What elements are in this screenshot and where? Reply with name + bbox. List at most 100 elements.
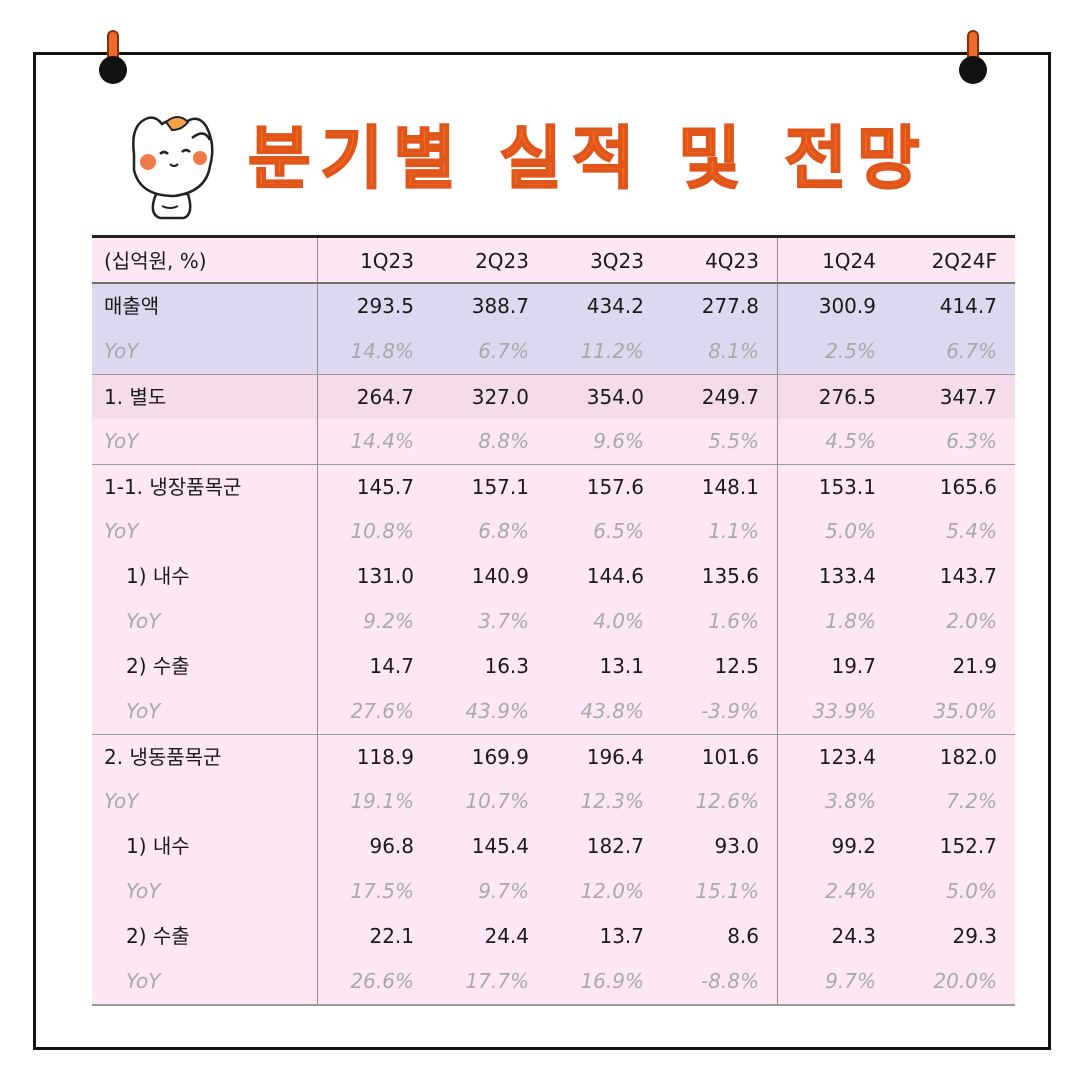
- value-cell: 277.8: [662, 284, 777, 329]
- yoy-value-cell: 35.0%: [933, 699, 997, 723]
- yoy-value-cell: 43.9%: [465, 699, 529, 723]
- row-label: 2. 냉동품목군: [92, 734, 317, 779]
- value-cell: 22.1: [317, 914, 432, 959]
- column-header: 3Q23: [547, 238, 662, 284]
- pushpin-icon: [98, 30, 128, 86]
- yoy-value-cell: 9.2%: [317, 599, 432, 644]
- value-cell: 414.7: [894, 284, 1015, 329]
- yoy-value-cell: 6.7%: [432, 329, 547, 374]
- yoy-value-cell: 16.9%: [580, 969, 644, 993]
- column-header: 1Q23: [317, 238, 432, 284]
- yoy-value-cell: 6.3%: [946, 429, 997, 453]
- value-cell: 153.1: [777, 464, 894, 509]
- value-cell: 434.2: [547, 284, 662, 329]
- value-cell: 388.7: [432, 284, 547, 329]
- yoy-value-cell: 1.8%: [777, 599, 894, 644]
- value-cell: 157.6: [547, 464, 662, 509]
- yoy-value-cell: 10.7%: [465, 789, 529, 813]
- yoy-value-cell: 12.3%: [580, 789, 644, 813]
- value-cell: 93.0: [714, 834, 759, 858]
- value-cell: 182.0: [894, 734, 1015, 779]
- value-cell: 96.8: [317, 824, 432, 869]
- value-cell: 143.7: [939, 564, 997, 588]
- yoy-value-cell: 26.6%: [317, 959, 432, 1004]
- value-cell: 29.3: [952, 924, 997, 948]
- value-cell: 13.7: [599, 924, 644, 948]
- value-cell: 145.7: [317, 464, 432, 509]
- yoy-value-cell: 2.4%: [777, 869, 894, 914]
- yoy-label: YoY: [104, 789, 139, 813]
- yoy-value-cell: 12.0%: [580, 879, 644, 903]
- value-cell: 264.7: [317, 374, 432, 419]
- yoy-value-cell: 12.6%: [695, 789, 759, 813]
- yoy-value-cell: 3.8%: [777, 779, 894, 824]
- yoy-value-cell: 5.0%: [946, 879, 997, 903]
- yoy-value-cell: 8.8%: [478, 429, 529, 453]
- row-label: 2) 수출: [126, 924, 190, 948]
- yoy-value-cell: 4.5%: [777, 419, 894, 464]
- yoy-value-cell: 7.2%: [946, 789, 997, 813]
- yoy-value-cell: 3.7%: [478, 609, 529, 633]
- yoy-value-cell: 6.8%: [478, 519, 529, 543]
- value-cell: 21.9: [952, 654, 997, 678]
- cat-mascot-icon: [132, 116, 214, 220]
- value-cell: 152.7: [939, 834, 997, 858]
- value-cell: 101.6: [662, 734, 777, 779]
- yoy-value-cell: 14.4%: [317, 419, 432, 464]
- value-cell: 169.9: [432, 734, 547, 779]
- yoy-value-cell: 8.1%: [662, 329, 777, 374]
- value-cell: 14.7: [317, 644, 432, 689]
- yoy-value-cell: 2.0%: [946, 609, 997, 633]
- yoy-label: YoY: [104, 429, 139, 453]
- value-cell: 19.7: [777, 644, 894, 689]
- column-header: 1Q24: [777, 238, 894, 284]
- value-cell: 13.1: [599, 654, 644, 678]
- yoy-label: YoY: [104, 519, 139, 543]
- value-cell: 157.1: [432, 464, 547, 509]
- row-label: 2) 수출: [126, 654, 190, 678]
- yoy-value-cell: 17.5%: [317, 869, 432, 914]
- table-grid: (십억원, %) 1Q23 2Q23 3Q23 4Q23 1Q24 2Q24F …: [92, 238, 1015, 1004]
- value-cell: 16.3: [484, 654, 529, 678]
- value-cell: 347.7: [894, 374, 1015, 419]
- yoy-value-cell: 1.1%: [708, 519, 759, 543]
- column-header: 2Q23: [432, 238, 547, 284]
- value-cell: 182.7: [586, 834, 644, 858]
- results-table: (십억원, %) 1Q23 2Q23 3Q23 4Q23 1Q24 2Q24F …: [92, 235, 1015, 1006]
- yoy-value-cell: 2.5%: [777, 329, 894, 374]
- yoy-value-cell: 1.6%: [708, 609, 759, 633]
- yoy-value-cell: 6.7%: [894, 329, 1015, 374]
- value-cell: 196.4: [547, 734, 662, 779]
- value-cell: 165.6: [894, 464, 1015, 509]
- yoy-value-cell: 43.8%: [580, 699, 644, 723]
- yoy-value-cell: 9.7%: [478, 879, 529, 903]
- yoy-value-cell: 14.8%: [317, 329, 432, 374]
- value-cell: 327.0: [432, 374, 547, 419]
- yoy-value-cell: -3.9%: [700, 699, 759, 723]
- yoy-value-cell: 15.1%: [695, 879, 759, 903]
- value-cell: 131.0: [317, 554, 432, 599]
- value-cell: 140.9: [471, 564, 529, 588]
- row-label: 1-1. 냉장품목군: [92, 464, 317, 509]
- value-cell: 144.6: [586, 564, 644, 588]
- yoy-label: YoY: [126, 609, 161, 633]
- value-cell: 300.9: [777, 284, 894, 329]
- value-cell: 8.6: [727, 924, 759, 948]
- value-cell: 293.5: [317, 284, 432, 329]
- value-cell: 276.5: [777, 374, 894, 419]
- value-cell: 145.4: [471, 834, 529, 858]
- column-header: 2Q24F: [894, 238, 1015, 284]
- yoy-value-cell: -8.8%: [700, 969, 759, 993]
- yoy-value-cell: 11.2%: [547, 329, 662, 374]
- yoy-value-cell: 17.7%: [465, 969, 529, 993]
- row-label: 1) 내수: [126, 834, 190, 858]
- value-cell: 133.4: [777, 554, 894, 599]
- yoy-label: YoY: [92, 329, 317, 374]
- yoy-value-cell: 4.0%: [593, 609, 644, 633]
- value-cell: 99.2: [777, 824, 894, 869]
- yoy-value-cell: 5.5%: [708, 429, 759, 453]
- column-header: 4Q23: [662, 238, 777, 284]
- value-cell: 354.0: [547, 374, 662, 419]
- value-cell: 12.5: [714, 654, 759, 678]
- yoy-value-cell: 33.9%: [777, 689, 894, 734]
